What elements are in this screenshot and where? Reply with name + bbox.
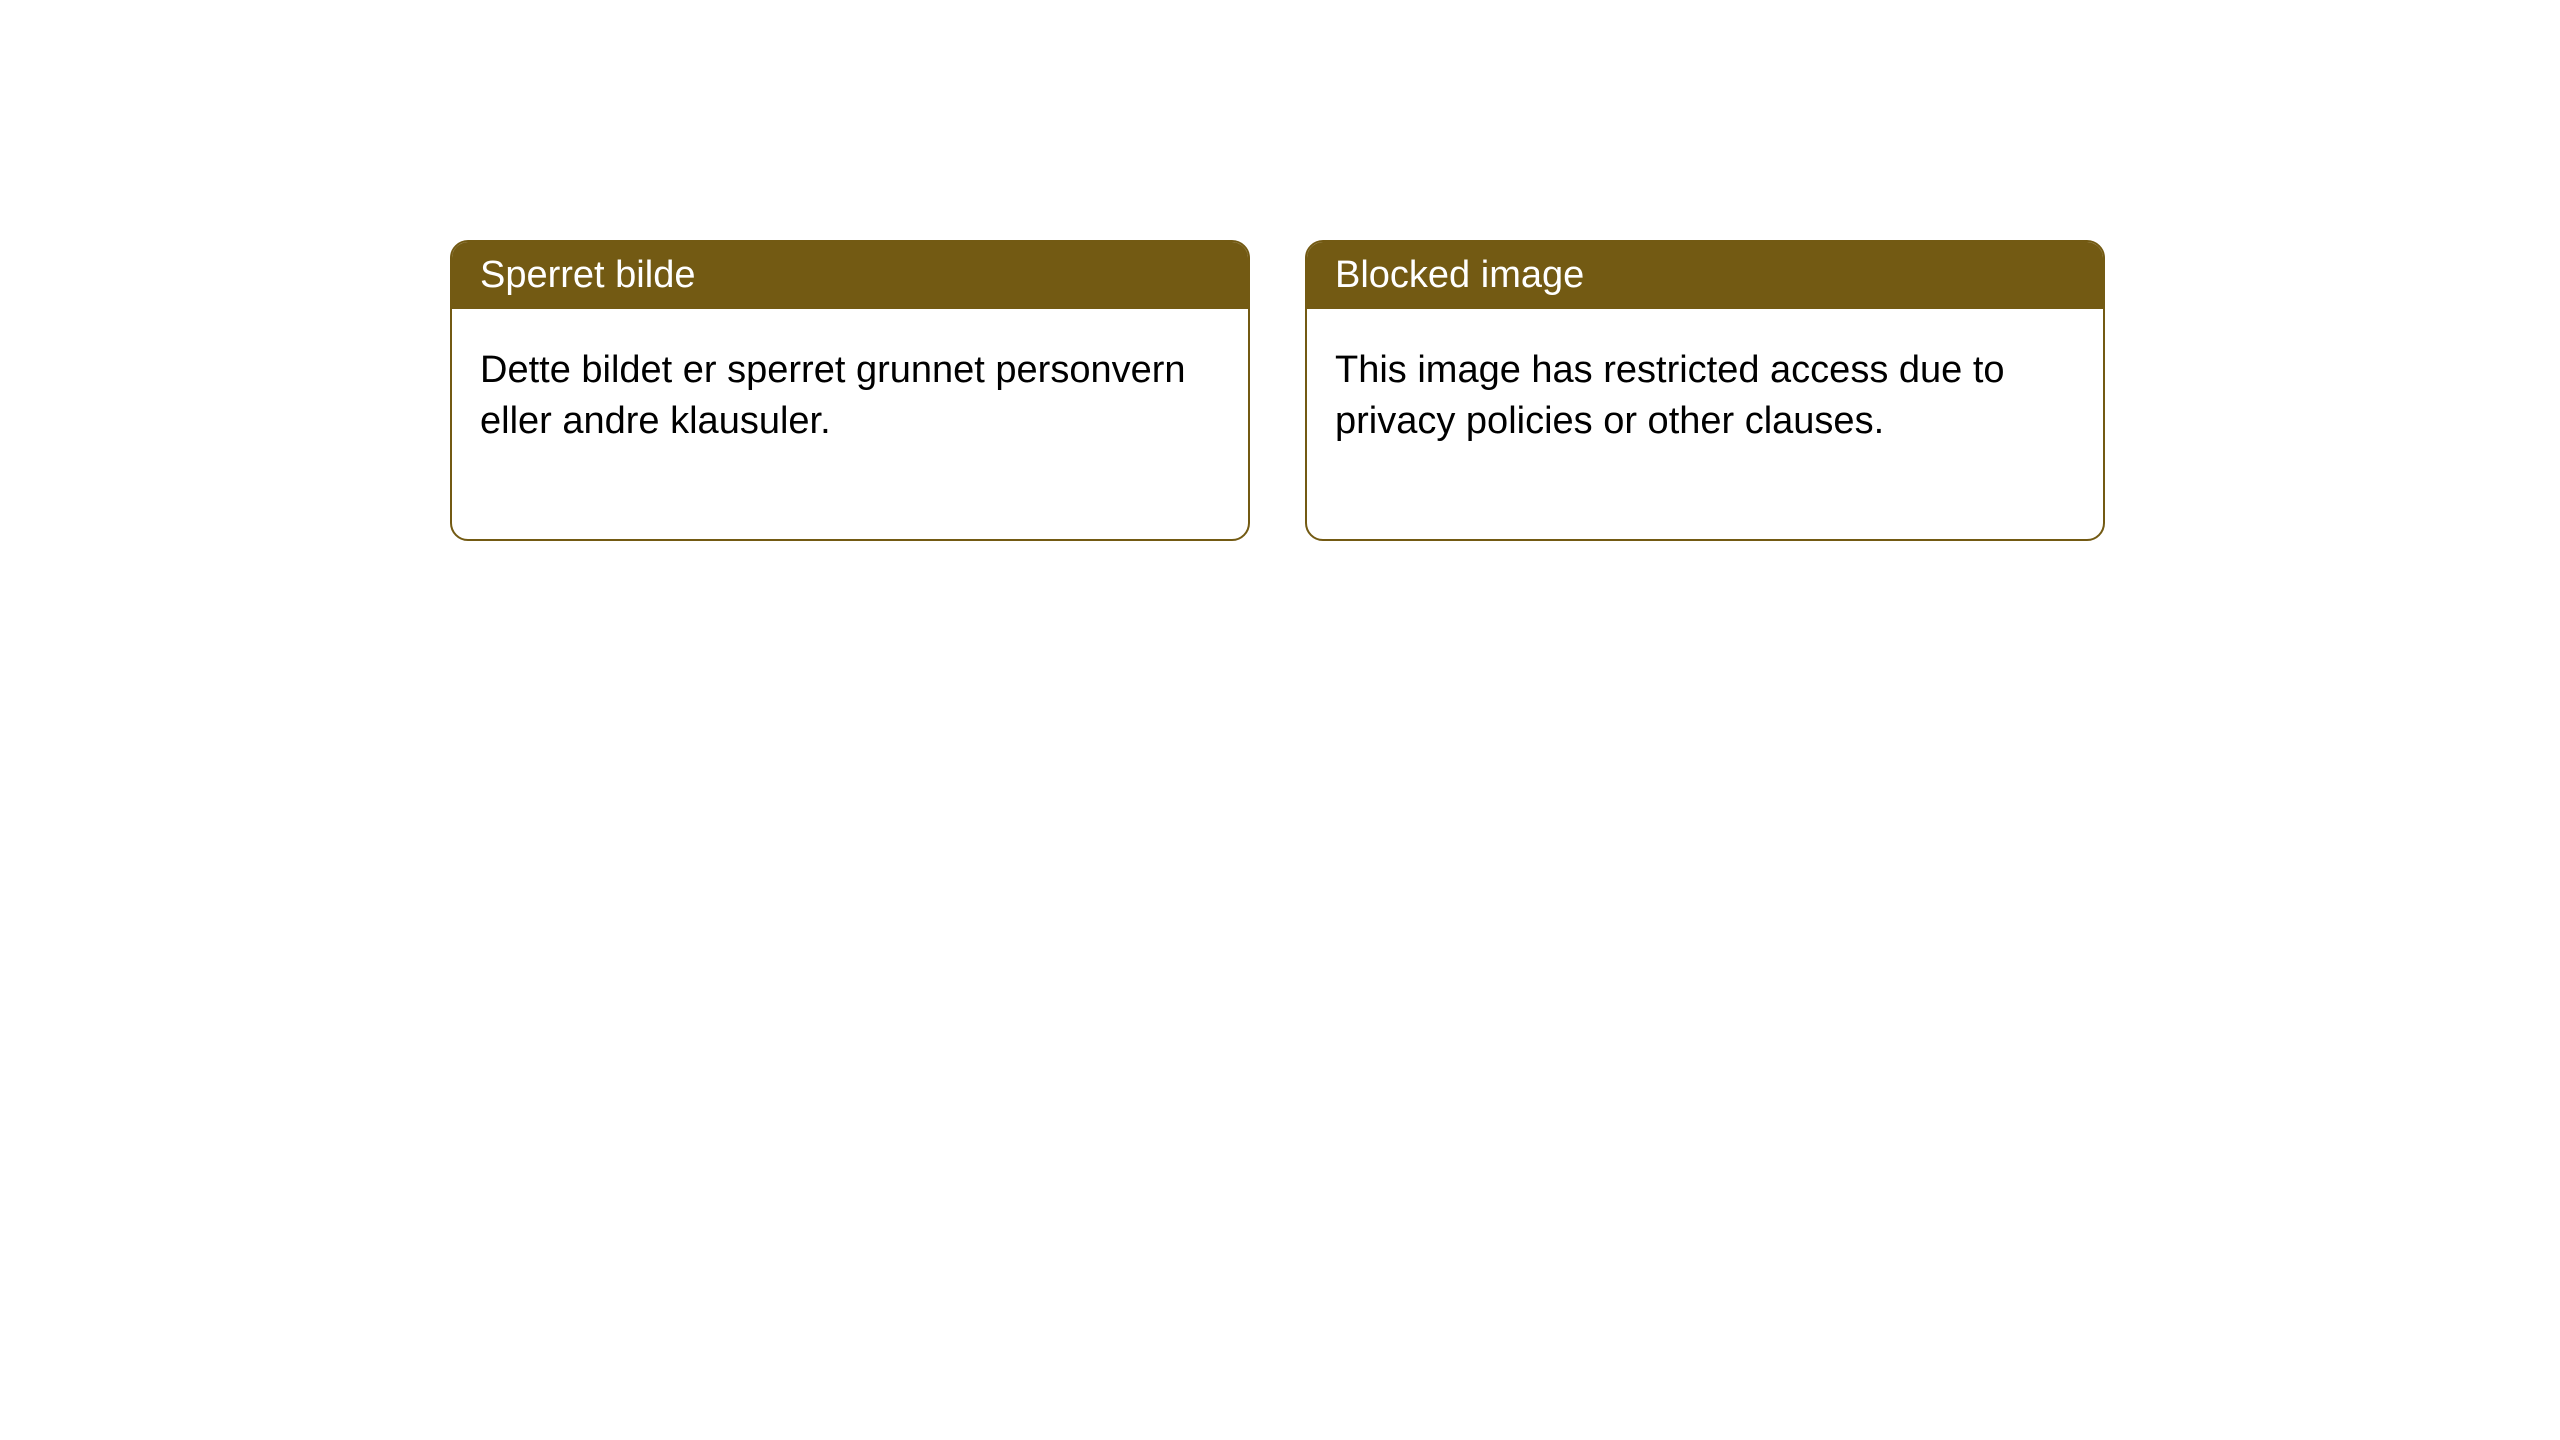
card-header-norwegian: Sperret bilde [452, 242, 1248, 309]
card-body-norwegian: Dette bildet er sperret grunnet personve… [452, 309, 1248, 539]
blocked-image-card-english: Blocked image This image has restricted … [1305, 240, 2105, 541]
blocked-image-card-norwegian: Sperret bilde Dette bildet er sperret gr… [450, 240, 1250, 541]
card-title-norwegian: Sperret bilde [480, 254, 695, 296]
card-body-english: This image has restricted access due to … [1307, 309, 2103, 539]
card-title-english: Blocked image [1335, 254, 1584, 296]
card-message-english: This image has restricted access due to … [1335, 349, 2005, 442]
card-header-english: Blocked image [1307, 242, 2103, 309]
blocked-image-notice-container: Sperret bilde Dette bildet er sperret gr… [450, 240, 2105, 541]
card-message-norwegian: Dette bildet er sperret grunnet personve… [480, 349, 1186, 442]
